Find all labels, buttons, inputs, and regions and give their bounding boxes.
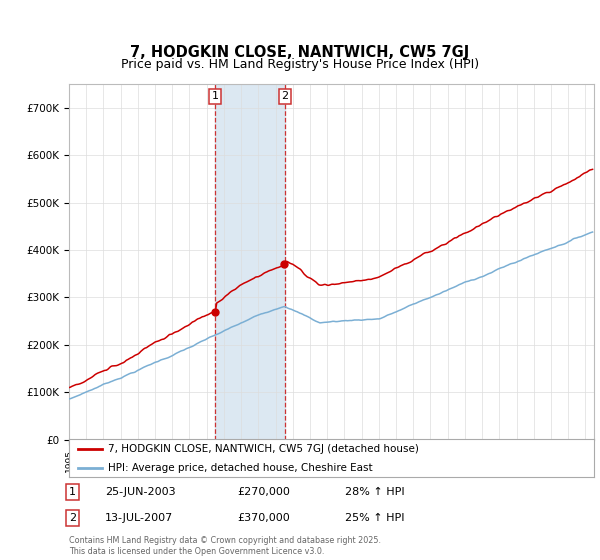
Bar [215,84,285,440]
Text: 13-JUL-2007: 13-JUL-2007 [105,513,173,523]
Text: 7, HODGKIN CLOSE, NANTWICH, CW5 7GJ: 7, HODGKIN CLOSE, NANTWICH, CW5 7GJ [130,45,470,60]
Text: 1: 1 [212,91,218,101]
Text: HPI: Average price, detached house, Cheshire East: HPI: Average price, detached house, Ches… [109,463,373,473]
Text: £270,000: £270,000 [237,487,290,497]
Text: 2: 2 [69,513,76,523]
Text: 2: 2 [281,91,289,101]
Text: £370,000: £370,000 [237,513,290,523]
Text: Price paid vs. HM Land Registry's House Price Index (HPI): Price paid vs. HM Land Registry's House … [121,58,479,71]
Text: 28% ↑ HPI: 28% ↑ HPI [345,487,404,497]
Text: Contains HM Land Registry data © Crown copyright and database right 2025.
This d: Contains HM Land Registry data © Crown c… [69,536,381,556]
Text: 7, HODGKIN CLOSE, NANTWICH, CW5 7GJ (detached house): 7, HODGKIN CLOSE, NANTWICH, CW5 7GJ (det… [109,444,419,454]
Text: 25-JUN-2003: 25-JUN-2003 [105,487,176,497]
Text: 1: 1 [69,487,76,497]
Text: 25% ↑ HPI: 25% ↑ HPI [345,513,404,523]
